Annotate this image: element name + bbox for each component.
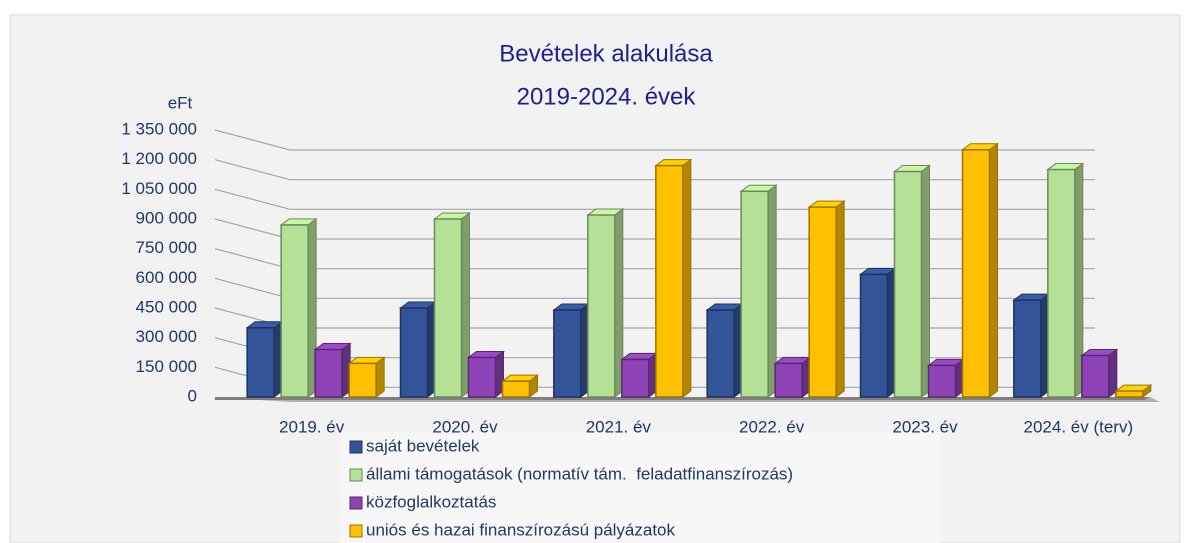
x-tick-label: 2024. év (terv)	[1024, 417, 1134, 436]
x-tick-label: 2021. év	[586, 417, 652, 436]
bar	[314, 348, 343, 398]
x-tick-label: 2020. év	[432, 417, 498, 436]
bar	[1047, 168, 1076, 398]
y-axis-label: eFt	[168, 93, 193, 112]
y-tick-label: 1 050 000	[121, 179, 197, 198]
bar	[961, 149, 991, 398]
bar-side	[835, 200, 845, 398]
bar-side	[1108, 348, 1118, 398]
legend-label: uniós és hazai finanszírozású pályázatok	[366, 520, 676, 539]
bar	[808, 206, 837, 398]
bar	[1013, 299, 1042, 398]
y-tick-label: 1 350 000	[121, 119, 197, 138]
legend-swatch	[349, 468, 363, 482]
legend-background	[340, 432, 940, 543]
y-tick-label: 0	[188, 386, 197, 405]
bar-side	[989, 142, 998, 398]
bar	[859, 273, 889, 398]
grid-line	[214, 129, 1095, 151]
chart-title: Bevételek alakulása	[499, 40, 713, 67]
bar	[706, 309, 735, 398]
bar-side	[921, 164, 930, 398]
bar	[399, 307, 429, 398]
x-tick-label: 2023. év	[892, 417, 958, 436]
bar	[501, 380, 531, 398]
bar	[467, 356, 497, 398]
y-tick-label: 150 000	[136, 357, 197, 376]
bar	[1081, 354, 1110, 398]
y-tick-label: 900 000	[136, 208, 197, 227]
bar	[433, 218, 463, 398]
bar	[553, 309, 582, 398]
y-tick-label: 600 000	[136, 268, 197, 287]
bar	[927, 364, 957, 398]
bar	[621, 358, 650, 398]
x-tick-label: 2019. év	[279, 417, 345, 436]
legend-label: saját bevételek	[366, 436, 480, 455]
bar	[280, 224, 309, 398]
legend-swatch	[349, 496, 363, 510]
bar-side	[375, 356, 385, 398]
bar	[587, 214, 616, 398]
y-tick-label: 450 000	[136, 297, 197, 316]
legend-label: állami támogatások (normatív tám. felada…	[366, 464, 793, 483]
y-tick-label: 750 000	[136, 238, 197, 257]
grid-line	[214, 159, 1095, 181]
x-tick-label: 2022. év	[739, 417, 805, 436]
bar	[1115, 390, 1144, 398]
legend-swatch	[349, 440, 363, 454]
bar-side	[682, 158, 692, 398]
bar	[246, 327, 275, 398]
legend-label: közfoglalkoztatás	[366, 492, 496, 511]
legend-swatch	[349, 524, 363, 538]
y-tick-label: 300 000	[136, 327, 197, 346]
chart-subtitle: 2019-2024. évek	[517, 83, 697, 110]
bar	[740, 190, 769, 398]
bar	[774, 362, 803, 398]
bar	[655, 164, 684, 398]
y-tick-label: 1 200 000	[121, 149, 197, 168]
bar	[348, 362, 377, 398]
bar	[893, 170, 923, 398]
